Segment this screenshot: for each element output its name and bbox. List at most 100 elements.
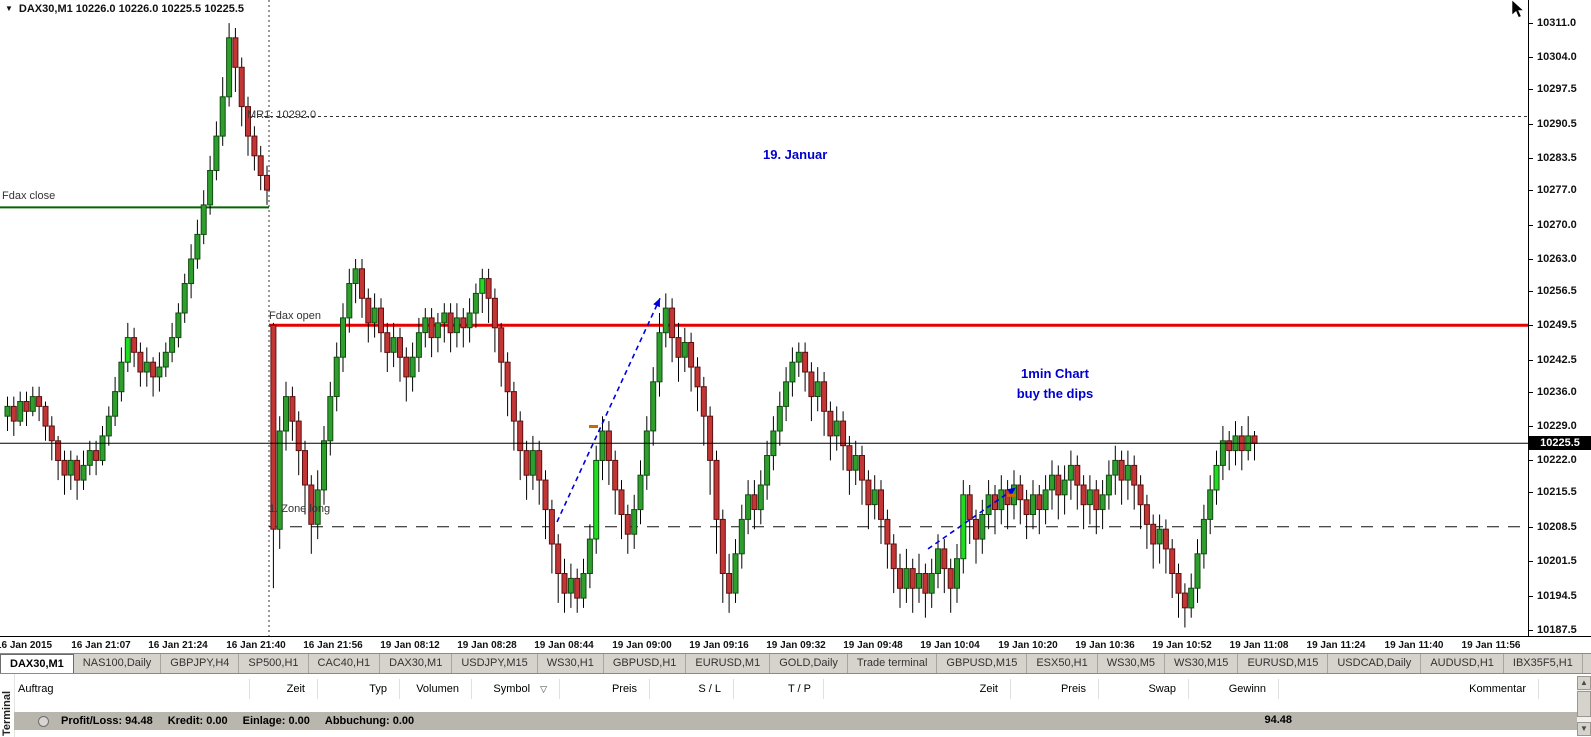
chart-tab-usdcad-daily[interactable]: USDCAD,Daily <box>1328 654 1422 674</box>
chart-tab-ibx35f5-h1[interactable]: IBX35F5,H1 <box>1504 654 1583 674</box>
orders-column-t-p[interactable]: T / P <box>734 679 824 699</box>
price-axis-label: 10256.5 <box>1537 285 1577 297</box>
axis-separator <box>1528 0 1529 636</box>
price-tick <box>1529 360 1533 361</box>
price-axis-label: 10263.0 <box>1537 253 1577 265</box>
price-axis-label: 10270.0 <box>1537 219 1577 231</box>
price-tick <box>1529 57 1533 58</box>
chart-tab-audusd-h1[interactable]: AUDUSD,H1 <box>1421 654 1504 674</box>
price-tick <box>1529 426 1533 427</box>
chart-tab-gbpjpy-h4[interactable]: GBPJPY,H4 <box>161 654 240 674</box>
terminal-panel: Terminal Auftrag Zeit Typ Volumen Symbol ▽ Pre… <box>0 673 1591 737</box>
price-tick <box>1529 561 1533 562</box>
zone-long-label: 1. Zone long <box>269 503 331 515</box>
price-axis-label: 10222.0 <box>1537 454 1577 466</box>
time-axis-label: 16 Jan 21:56 <box>303 640 363 651</box>
time-axis-label: 19 Jan 08:12 <box>380 640 440 651</box>
price-tick <box>1529 89 1533 90</box>
orders-column-s-l[interactable]: S / L <box>650 679 734 699</box>
chart-tab-cac40-h1[interactable]: CAC40,H1 <box>309 654 381 674</box>
chart-tab-dax30-m1[interactable]: DAX30,M1 <box>0 654 74 674</box>
price-tick <box>1529 492 1533 493</box>
chart-tab-trade-terminal[interactable]: Trade terminal <box>848 654 938 674</box>
note-annotation: 1min Chart buy the dips <box>985 364 1125 403</box>
chart-tab-eurusd-m15[interactable]: EURUSD,M15 <box>1238 654 1329 674</box>
price-tick <box>1529 392 1533 393</box>
chart-tab-bar: DAX30,M1 NAS100,Daily GBPJPY,H4 SP500,H1 CAC… <box>0 653 1591 674</box>
status-icon <box>38 715 49 727</box>
orders-column-zeit[interactable]: Zeit <box>824 679 1011 699</box>
orders-column-volumen[interactable]: Volumen <box>400 679 472 699</box>
status-item: Profit/Loss: 94.48 <box>61 715 153 727</box>
time-axis-label: 19 Jan 11:08 <box>1229 640 1289 651</box>
price-axis-label: 10236.0 <box>1537 386 1577 398</box>
orders-column-auftrag[interactable]: Auftrag <box>14 679 250 699</box>
terminal-scrollbar[interactable]: ▲ ▼ <box>1577 676 1591 736</box>
price-axis-label: 10229.0 <box>1537 420 1577 432</box>
price-axis-label: 10290.5 <box>1537 118 1577 130</box>
chart-tab-nas100-daily[interactable]: NAS100,Daily <box>74 654 162 674</box>
price-axis-label: 10297.5 <box>1537 83 1577 95</box>
time-axis-label: 19 Jan 10:36 <box>1075 640 1135 651</box>
chart-tab-ws30-m5[interactable]: WS30,M5 <box>1098 654 1166 674</box>
chart-tab-esx50-h1[interactable]: ESX50,H1 <box>1027 654 1098 674</box>
time-axis-label: 19 Jan 11:24 <box>1306 640 1366 651</box>
time-axis-label: 19 Jan 10:04 <box>920 640 980 651</box>
note-line-1: 1min Chart <box>1021 366 1089 381</box>
orders-column-zeit[interactable]: Zeit <box>250 679 318 699</box>
price-axis-label: 10304.0 <box>1537 51 1577 63</box>
mr1-label: MR1: 10292.0 <box>247 109 317 121</box>
time-axis-label: 19 Jan 08:44 <box>534 640 594 651</box>
chart-tab-ws30-h1[interactable]: WS30,H1 <box>538 654 604 674</box>
scroll-down-icon[interactable]: ▼ <box>1577 722 1591 736</box>
chart-tab-ws30-m15[interactable]: WS30,M15 <box>1165 654 1239 674</box>
time-axis[interactable]: 16 Jan 2015 16 Jan 21:07 16 Jan 21:24 16 Ja… <box>0 636 1591 654</box>
orders-column-symbol[interactable]: Symbol ▽ <box>472 679 560 699</box>
price-axis-label: 10194.5 <box>1537 590 1577 602</box>
time-axis-label: 19 Jan 10:20 <box>998 640 1058 651</box>
price-tick <box>1529 460 1533 461</box>
price-tick <box>1529 291 1533 292</box>
status-item: Kredit: 0.00 <box>167 715 228 727</box>
sort-icon[interactable]: ▽ <box>540 684 547 694</box>
price-tick <box>1529 630 1533 631</box>
chart-dropdown-icon[interactable]: ▼ <box>5 4 13 13</box>
terminal-panel-label: Terminal <box>1 690 13 736</box>
orders-column-typ[interactable]: Typ <box>318 679 400 699</box>
account-status-bar: Profit/Loss: 94.48 Kredit: 0.00 Einlage: 0… <box>14 712 1577 730</box>
fdax-close-label: Fdax close <box>2 190 56 202</box>
scroll-up-icon[interactable]: ▲ <box>1577 676 1591 690</box>
time-axis-label: 16 Jan 21:07 <box>71 640 131 651</box>
chart-tab-dax30-m1[interactable]: DAX30,M1 <box>380 654 453 674</box>
date-annotation: 19. Januar <box>763 147 828 162</box>
chart-tab-gbpusd-m15[interactable]: GBPUSD,M15 <box>937 654 1028 674</box>
price-axis[interactable]: 10225.5 10311.0 10304.0 10297.5 10290.5 1028… <box>1529 0 1591 636</box>
time-axis-label: 19 Jan 09:16 <box>689 640 749 651</box>
price-tick <box>1529 124 1533 125</box>
orders-column-preis[interactable]: Preis <box>1011 679 1099 699</box>
time-axis-label: 19 Jan 09:32 <box>766 640 826 651</box>
price-tick <box>1529 325 1533 326</box>
orders-column-gewinn[interactable]: Gewinn <box>1189 679 1279 699</box>
chart-tab-gbpusd-h1[interactable]: GBPUSD,H1 <box>604 654 687 674</box>
price-tick <box>1529 225 1533 226</box>
chart-title-text: DAX30,M1 10226.0 10226.0 10225.5 10225.5 <box>18 3 244 15</box>
note-line-2: buy the dips <box>1016 385 1094 401</box>
orders-column-kommentar[interactable]: Kommentar <box>1279 679 1539 699</box>
orders-column-preis[interactable]: Preis <box>560 679 650 699</box>
current-price-badge: 10225.5 <box>1529 436 1591 450</box>
tab-scroll-buttons: ◀ ▶ <box>1583 654 1591 674</box>
orders-column-swap[interactable]: Swap <box>1099 679 1189 699</box>
scrollbar-thumb[interactable] <box>1577 691 1591 717</box>
chart-tab-sp500-h1[interactable]: SP500,H1 <box>239 654 309 674</box>
chart-tab-eurusd-m1[interactable]: EURUSD,M1 <box>686 654 771 674</box>
price-tick <box>1529 259 1533 260</box>
chart-tab-usdjpy-m15[interactable]: USDJPY,M15 <box>452 654 538 674</box>
price-tick <box>1529 596 1533 597</box>
chart-area[interactable]: ▼ DAX30,M1 10226.0 10226.0 10225.5 10225… <box>0 0 1591 654</box>
chart-tab-gold-daily[interactable]: GOLD,Daily <box>770 654 848 674</box>
candlestick-chart[interactable] <box>0 0 1528 636</box>
time-axis-label: 19 Jan 11:40 <box>1384 640 1444 651</box>
